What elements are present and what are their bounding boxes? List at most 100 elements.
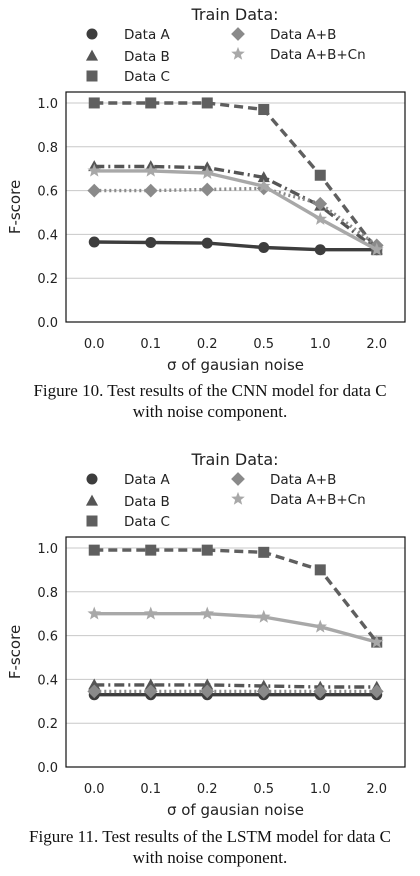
data-point	[87, 183, 102, 198]
data-point	[201, 97, 213, 109]
data-point	[88, 236, 100, 248]
plot-frame	[65, 536, 406, 768]
x-tick-label: 2.0	[366, 782, 387, 797]
data-point	[87, 606, 102, 620]
data-point	[144, 678, 157, 690]
series-data-a-b	[87, 684, 384, 699]
legend-label: Data A+B	[270, 27, 336, 43]
legend-label: Data C	[124, 514, 170, 530]
x-tick-label: 1.0	[310, 782, 331, 797]
data-point	[313, 684, 328, 699]
legend-marker-diamond	[231, 27, 245, 41]
data-point	[200, 606, 215, 620]
data-point	[313, 196, 328, 211]
x-tick-label: 0.5	[253, 337, 274, 352]
y-tick-label: 1.0	[37, 97, 58, 112]
series-line	[94, 683, 377, 689]
legend-label: Data A+B+Cn	[270, 47, 366, 63]
y-tick-label: 0.0	[37, 316, 58, 331]
data-point	[314, 244, 326, 256]
data-point	[200, 182, 215, 197]
data-point	[88, 544, 100, 556]
legend-marker-diamond	[231, 472, 245, 486]
x-tick-label: 0.5	[253, 782, 274, 797]
series-line	[94, 101, 379, 251]
figure-11-caption-line1: Figure 11. Test results of the LSTM mode…	[29, 827, 391, 846]
legend-marker-circle	[86, 28, 98, 40]
data-point	[143, 684, 158, 699]
x-tick-label: 0.0	[84, 337, 105, 352]
legend: Train Data: Data A Data B Data C Data A+B Dat…	[85, 5, 366, 85]
data-point	[200, 684, 215, 699]
x-tick-label: 0.2	[197, 337, 218, 352]
x-tick-label: 0.0	[84, 782, 105, 797]
y-axis-label: F-score	[6, 625, 24, 679]
data-point	[145, 97, 157, 109]
legend-item: Data A	[86, 27, 171, 43]
legend-marker-square	[86, 70, 98, 82]
y-tick-label: 0.4	[37, 673, 58, 688]
y-tick-label: 0.0	[37, 761, 58, 776]
y-axis-label: F-score	[6, 180, 24, 234]
legend-item: Data B	[85, 494, 170, 510]
legend-item: Data C	[86, 69, 170, 85]
data-point	[313, 211, 328, 225]
data-point	[256, 684, 271, 699]
y-tick-label: 0.8	[37, 141, 58, 156]
figure-10-caption: Figure 10. Test results of the CNN model…	[0, 380, 420, 422]
y-tick-label: 0.6	[37, 185, 58, 200]
data-point	[88, 678, 101, 690]
legend-title: Train Data:	[190, 450, 278, 469]
legend-item: Data A	[86, 472, 171, 488]
data-point	[143, 163, 158, 177]
data-point	[369, 242, 384, 256]
series-data-a-b-cn	[87, 163, 384, 256]
legend-marker-square	[86, 515, 98, 527]
lstm-results-chart: Train Data: Data A Data B Data C Data A+B Dat…	[6, 450, 406, 819]
series-line	[94, 169, 378, 252]
legend-label: Data A	[124, 472, 171, 488]
legend-item: Data C	[86, 514, 170, 530]
x-tick-label: 2.0	[366, 337, 387, 352]
legend-marker-circle	[86, 473, 98, 485]
legend-label: Data A+B+Cn	[270, 492, 366, 508]
legend-marker-triangle	[85, 49, 99, 61]
y-tick-label: 0.8	[37, 586, 58, 601]
legend: Train Data: Data A Data B Data C Data A+B Dat…	[85, 450, 366, 530]
figure-11-caption-line2: with noise component.	[132, 848, 288, 867]
x-axis-label: σ of gausian noise	[167, 801, 304, 819]
y-tick-label: 0.2	[37, 717, 58, 732]
legend-marker-star	[231, 491, 245, 505]
data-point	[314, 564, 326, 576]
series-line	[94, 164, 378, 252]
y-tick-label: 0.4	[37, 228, 58, 243]
legend-label: Data C	[124, 69, 170, 85]
data-point	[369, 684, 384, 699]
data-point	[256, 609, 271, 623]
legend-label: Data A	[124, 27, 171, 43]
data-point	[258, 546, 270, 558]
figure-11-caption: Figure 11. Test results of the LSTM mode…	[0, 826, 420, 868]
legend-item: Data A+B+Cn	[231, 46, 366, 63]
data-point	[258, 104, 270, 116]
legend-item: Data A+B+Cn	[231, 491, 366, 508]
y-tick-label: 1.0	[37, 542, 58, 557]
legend-title: Train Data:	[190, 5, 278, 24]
legend-label: Data B	[124, 494, 170, 510]
series-data-a-b-cn	[87, 606, 384, 648]
plot-frame	[65, 91, 406, 323]
x-tick-label: 0.1	[140, 337, 161, 352]
series-line	[94, 548, 379, 644]
x-tick-label: 1.0	[310, 337, 331, 352]
data-point	[313, 619, 328, 633]
series-line	[94, 611, 378, 644]
legend-marker-triangle	[85, 494, 99, 506]
legend-item: Data A+B	[231, 27, 336, 43]
data-point	[87, 163, 102, 177]
x-tick-label: 0.1	[140, 782, 161, 797]
data-point	[145, 236, 157, 248]
figure-10-caption-line2: with noise component.	[132, 402, 288, 421]
data-point	[88, 97, 100, 109]
series-line	[94, 186, 378, 247]
data-point	[143, 606, 158, 620]
